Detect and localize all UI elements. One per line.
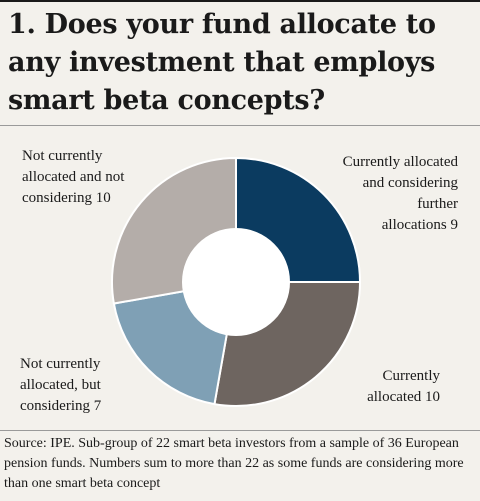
source-divider xyxy=(0,430,480,431)
source-note: Source: IPE. Sub-group of 22 smart beta … xyxy=(4,436,464,491)
label-line: further xyxy=(417,196,458,212)
label-line: and considering xyxy=(362,175,458,191)
donut-hole xyxy=(182,228,290,336)
label-line: allocated, but xyxy=(20,377,101,393)
label-not-allocated-considering: Not currently allocated, but considering… xyxy=(20,354,210,417)
top-rule xyxy=(0,0,480,2)
label-currently-allocated: Currently allocated 10 xyxy=(300,366,440,408)
label-line: allocated 10 xyxy=(367,389,440,405)
label-line: Not currently xyxy=(22,148,103,164)
label-allocated-and-considering: Currently allocated and considering furt… xyxy=(280,152,458,236)
label-line: Currently allocated xyxy=(342,154,458,170)
label-line: considering 7 xyxy=(20,398,102,414)
label-line: allocations 9 xyxy=(381,217,458,233)
donut-chart xyxy=(111,156,362,407)
label-line: considering 10 xyxy=(22,190,111,206)
chart-title: 1. Does your fund allocate to any invest… xyxy=(8,9,436,116)
label-not-allocated-not-considering: Not currently allocated and not consider… xyxy=(22,146,212,209)
label-line: allocated and not xyxy=(22,169,125,185)
title-divider xyxy=(0,125,480,126)
label-line: Currently xyxy=(382,368,441,384)
label-line: Not currently xyxy=(20,356,101,372)
